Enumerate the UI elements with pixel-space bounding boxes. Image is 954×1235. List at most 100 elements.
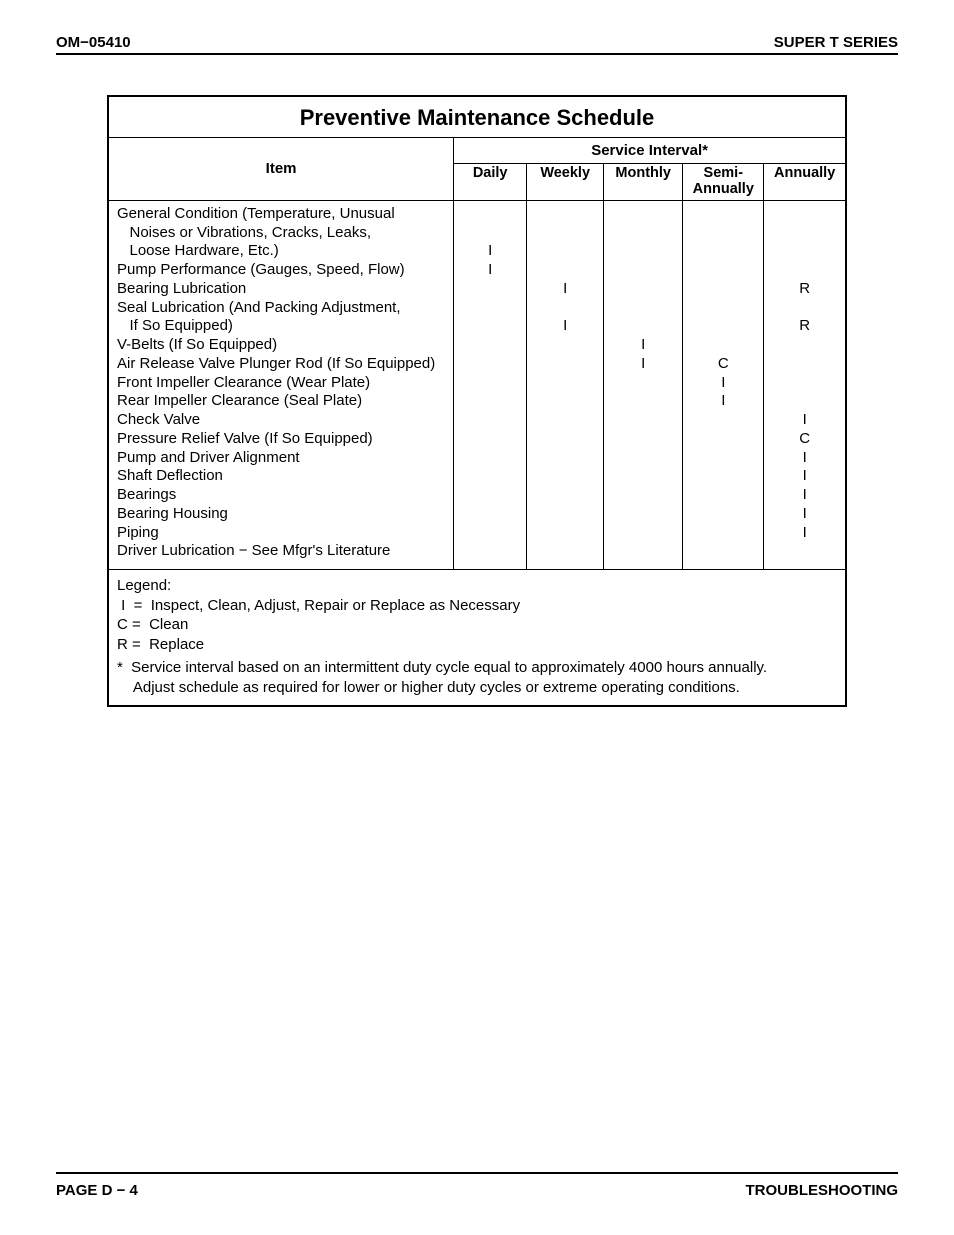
table-value: I xyxy=(612,355,674,374)
table-value xyxy=(691,205,755,224)
col-header-daily: Daily xyxy=(454,164,527,201)
semiannually-column-body: CII xyxy=(683,200,764,569)
table-value xyxy=(535,392,595,411)
table-value xyxy=(535,449,595,468)
table-value xyxy=(691,505,755,524)
table-item-line: Noises or Vibrations, Cracks, Leaks, xyxy=(117,224,445,243)
table-item-line: If So Equipped) xyxy=(117,317,445,336)
col-header-annually: Annually xyxy=(764,164,845,201)
table-value xyxy=(612,242,674,261)
table-value xyxy=(612,280,674,299)
table-value xyxy=(772,374,837,393)
table-value xyxy=(691,280,755,299)
table-value xyxy=(535,336,595,355)
col-header-semiannually: Semi-Annually xyxy=(683,164,764,201)
header-right: SUPER T SERIES xyxy=(774,34,898,51)
table-value: I xyxy=(691,392,755,411)
table-value xyxy=(612,505,674,524)
table-value xyxy=(535,524,595,543)
legend-line: C = Clean xyxy=(117,615,837,635)
legend: Legend: I = Inspect, Clean, Adjust, Repa… xyxy=(109,569,845,705)
table-value: I xyxy=(535,317,595,336)
table-value xyxy=(535,374,595,393)
table-value xyxy=(535,467,595,486)
monthly-column-body: II xyxy=(604,200,683,569)
table-value: I xyxy=(462,242,518,261)
table-value xyxy=(691,317,755,336)
table-item-line: Piping xyxy=(117,524,445,543)
table-value xyxy=(612,205,674,224)
table-value xyxy=(612,486,674,505)
table-value xyxy=(462,430,518,449)
table-value xyxy=(462,542,518,561)
legend-note: Adjust schedule as required for lower or… xyxy=(117,678,837,698)
table-value: I xyxy=(772,505,837,524)
table-value xyxy=(535,355,595,374)
table-value xyxy=(772,542,837,561)
table-value xyxy=(691,336,755,355)
page-footer: PAGE D − 4 TROUBLESHOOTING xyxy=(56,1172,898,1199)
table-value xyxy=(535,224,595,243)
table-value xyxy=(462,299,518,318)
table-value xyxy=(772,242,837,261)
legend-title: Legend: xyxy=(117,576,837,596)
table-value xyxy=(612,261,674,280)
table-value xyxy=(691,224,755,243)
table-value xyxy=(691,411,755,430)
table-value xyxy=(462,317,518,336)
table-item-line: Bearings xyxy=(117,486,445,505)
table-item-line: Front Impeller Clearance (Wear Plate) xyxy=(117,374,445,393)
table-value xyxy=(462,467,518,486)
table-value xyxy=(612,392,674,411)
table-value xyxy=(462,505,518,524)
table-item-line: V-Belts (If So Equipped) xyxy=(117,336,445,355)
table-value xyxy=(535,486,595,505)
table-item-line: Air Release Valve Plunger Rod (If So Equ… xyxy=(117,355,445,374)
table-value xyxy=(691,524,755,543)
table-value xyxy=(691,542,755,561)
table-item-line: Shaft Deflection xyxy=(117,467,445,486)
table-item-line: Pressure Relief Valve (If So Equipped) xyxy=(117,430,445,449)
table-value xyxy=(535,542,595,561)
table-value: R xyxy=(772,317,837,336)
table-value: I xyxy=(535,280,595,299)
table-value xyxy=(612,374,674,393)
legend-note: * Service interval based on an intermitt… xyxy=(117,658,837,678)
table-item-line: Check Valve xyxy=(117,411,445,430)
table-value xyxy=(691,486,755,505)
table-value: I xyxy=(612,336,674,355)
page-header: OM−05410 SUPER T SERIES xyxy=(56,34,898,55)
table-value xyxy=(772,224,837,243)
table-value: R xyxy=(772,280,837,299)
table-value: I xyxy=(772,486,837,505)
table-value xyxy=(462,449,518,468)
table-value xyxy=(535,261,595,280)
footer-right: TROUBLESHOOTING xyxy=(746,1182,899,1199)
table-value: I xyxy=(691,374,755,393)
table-value xyxy=(612,524,674,543)
col-header-monthly: Monthly xyxy=(604,164,683,201)
table-value: C xyxy=(772,430,837,449)
table-value xyxy=(462,411,518,430)
table-value xyxy=(772,355,837,374)
table-value xyxy=(691,449,755,468)
table-value xyxy=(535,205,595,224)
table-value xyxy=(535,505,595,524)
col-header-item: Item xyxy=(109,138,454,200)
table-value xyxy=(462,355,518,374)
table-item-line: Pump Performance (Gauges, Speed, Flow) xyxy=(117,261,445,280)
table-item-line: Seal Lubrication (And Packing Adjustment… xyxy=(117,299,445,318)
maintenance-table: Preventive Maintenance Schedule Item Ser… xyxy=(107,95,847,707)
table-value xyxy=(772,392,837,411)
table-value xyxy=(612,430,674,449)
table-value xyxy=(612,299,674,318)
table-value xyxy=(691,467,755,486)
table-value xyxy=(612,467,674,486)
annually-column-body: R R ICIIIII xyxy=(764,200,845,569)
table-value xyxy=(462,280,518,299)
table-title: Preventive Maintenance Schedule xyxy=(109,97,845,138)
table-value xyxy=(535,430,595,449)
table-value xyxy=(772,261,837,280)
table-item-line: Loose Hardware, Etc.) xyxy=(117,242,445,261)
table-value: I xyxy=(462,261,518,280)
